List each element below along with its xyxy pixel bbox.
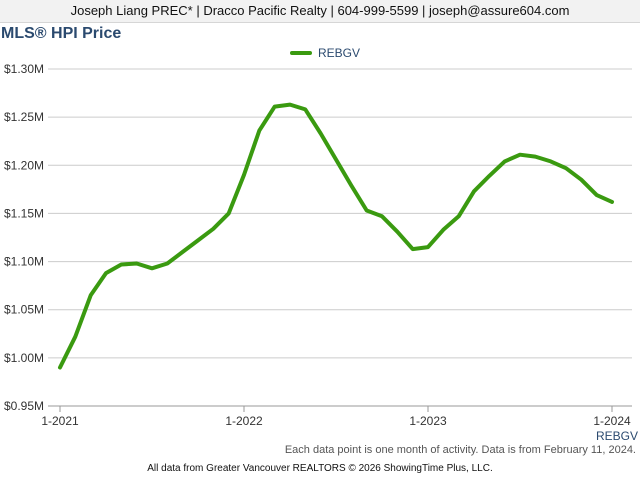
y-tick-label: $1.25M — [4, 110, 44, 124]
data-point — [411, 247, 415, 251]
data-point — [181, 250, 185, 254]
data-point — [150, 266, 154, 270]
data-point — [533, 155, 537, 159]
y-tick-label: $1.05M — [4, 303, 44, 317]
y-tick-label: $1.00M — [4, 351, 44, 365]
x-axis-label: REBGV — [596, 429, 638, 443]
data-point — [549, 159, 553, 163]
series-line-rebgv — [58, 102, 614, 370]
data-point — [579, 178, 583, 182]
x-tick-label: 1-2024 — [593, 414, 631, 428]
chart-legend[interactable]: REBGV — [290, 46, 360, 60]
legend-label: REBGV — [318, 46, 361, 60]
y-tick-label: $1.30M — [4, 62, 44, 76]
data-point — [395, 230, 399, 234]
data-point — [610, 200, 614, 204]
contact-text: Joseph Liang PREC* | Dracco Pacific Real… — [70, 3, 570, 18]
data-point — [196, 238, 200, 242]
data-point — [104, 271, 108, 275]
data-point — [457, 214, 461, 218]
copyright-text: All data from Greater Vancouver REALTORS… — [147, 463, 493, 474]
data-point — [380, 214, 384, 218]
y-tick-label: $1.15M — [4, 206, 44, 220]
data-point — [349, 184, 353, 188]
data-point — [165, 261, 169, 265]
data-point — [518, 153, 522, 157]
y-tick-label: $0.95M — [4, 399, 44, 413]
data-point — [441, 228, 445, 232]
y-tick-label: $1.10M — [4, 255, 44, 269]
data-point — [426, 245, 430, 249]
data-point — [273, 105, 277, 109]
data-point — [288, 103, 292, 107]
data-point — [135, 261, 139, 265]
y-tick-label: $1.20M — [4, 158, 44, 172]
data-point — [365, 209, 369, 213]
x-tick-label: 1-2023 — [409, 414, 447, 428]
data-point — [257, 129, 261, 133]
data-point — [472, 189, 476, 193]
data-point — [303, 107, 307, 111]
x-tick-label: 1-2021 — [41, 414, 79, 428]
data-point — [89, 293, 93, 297]
chart-title: MLS® HPI Price — [1, 25, 122, 42]
data-point — [211, 227, 215, 231]
legend-swatch — [290, 51, 312, 55]
data-point — [73, 335, 77, 339]
data-point — [242, 173, 246, 177]
data-point — [119, 262, 123, 266]
data-footnote: Each data point is one month of activity… — [284, 444, 636, 456]
data-point — [564, 166, 568, 170]
data-point — [58, 365, 62, 369]
data-point — [227, 211, 231, 215]
data-point — [595, 193, 599, 197]
data-point — [319, 132, 323, 136]
data-point — [503, 159, 507, 163]
data-point — [334, 158, 338, 162]
x-tick-label: 1-2022 — [225, 414, 263, 428]
contact-banner: Joseph Liang PREC* | Dracco Pacific Real… — [0, 0, 640, 23]
data-point — [487, 174, 491, 178]
